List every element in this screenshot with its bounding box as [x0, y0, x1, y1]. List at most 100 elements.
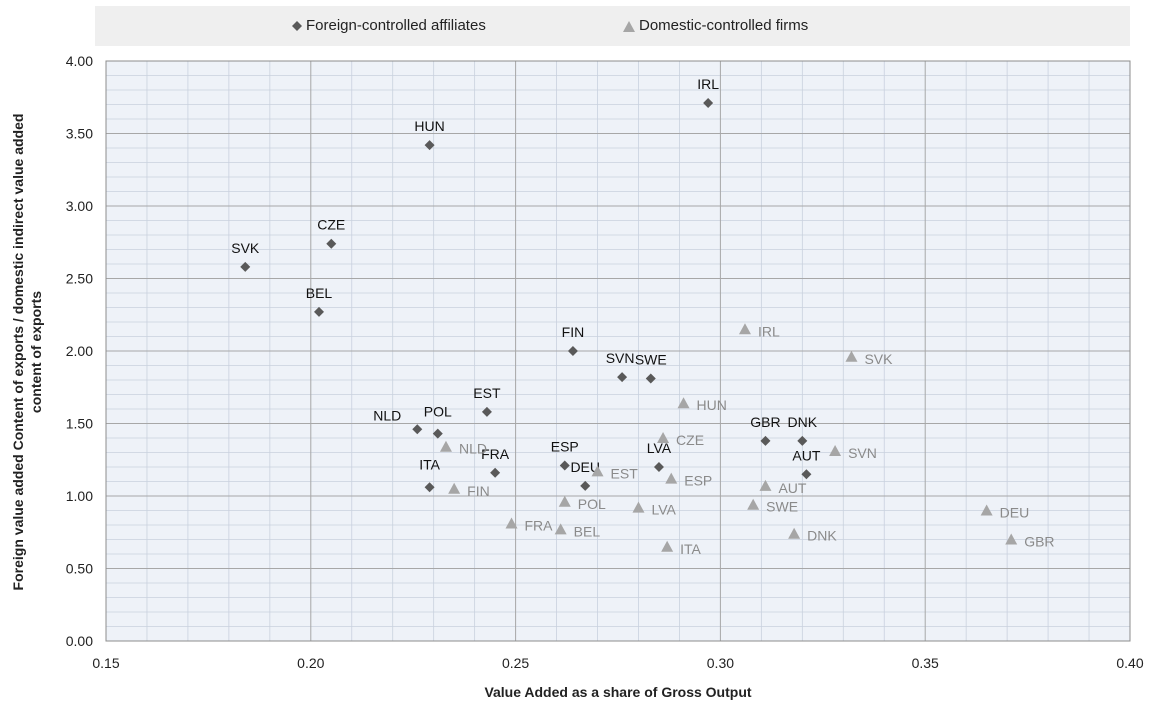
domestic-point-fin [448, 482, 461, 494]
foreign-point-esp [559, 460, 570, 471]
foreign-point-irl [703, 98, 714, 109]
foreign-point-cze [326, 238, 337, 249]
domestic-point-pol [558, 495, 571, 507]
domestic-point-nld [439, 440, 452, 452]
domestic-label-aut: AUT [778, 480, 806, 496]
foreign-label-hun: HUN [414, 118, 444, 134]
domestic-point-svk [845, 350, 858, 362]
y-axis-title-line1: Foreign value added Content of exports /… [10, 114, 26, 591]
foreign-label-svk: SVK [231, 240, 260, 256]
foreign-point-fra [490, 467, 501, 478]
triangle-marker-icon [623, 20, 635, 32]
domestic-point-svn [829, 445, 842, 457]
domestic-point-aut [759, 479, 772, 491]
y-tick-label: 0.50 [66, 561, 93, 577]
y-tick-label: 3.50 [66, 126, 93, 142]
domestic-label-svk: SVK [864, 351, 893, 367]
domestic-label-nld: NLD [459, 441, 487, 457]
foreign-point-hun [424, 140, 435, 151]
x-tick-label: 0.15 [92, 655, 119, 671]
x-tick-label: 0.25 [502, 655, 529, 671]
foreign-point-gbr [760, 435, 771, 446]
y-axis-title-line2: content of exports [28, 291, 44, 413]
y-tick-label: 3.00 [66, 198, 93, 214]
foreign-label-svn: SVN [606, 350, 635, 366]
foreign-label-esp: ESP [551, 439, 579, 455]
foreign-point-deu [580, 480, 591, 491]
domestic-label-fra: FRA [525, 518, 554, 534]
legend-label-domestic: Domestic-controlled firms [639, 17, 809, 34]
foreign-label-fin: FIN [562, 324, 585, 340]
foreign-point-svk [240, 261, 251, 272]
y-tick-label: 2.50 [66, 271, 93, 287]
grid [105, 60, 1131, 642]
domestic-point-fra [505, 517, 518, 529]
x-tick-label: 0.40 [1116, 655, 1143, 671]
y-tick-label: 4.00 [66, 53, 93, 69]
domestic-point-est [591, 465, 604, 477]
domestic-point-irl [738, 323, 751, 335]
legend: Foreign-controlled affiliates Domestic-c… [95, 6, 1130, 46]
foreign-label-irl: IRL [697, 76, 719, 92]
y-tick-label: 1.00 [66, 488, 93, 504]
domestic-point-hun [677, 397, 690, 409]
x-tick-label: 0.20 [297, 655, 324, 671]
domestic-point-gbr [1005, 533, 1018, 545]
foreign-label-lva: LVA [647, 440, 672, 456]
domestic-label-ita: ITA [680, 541, 701, 557]
x-axis-title: Value Added as a share of Gross Output [484, 684, 751, 700]
y-tick-label: 0.00 [66, 633, 93, 649]
foreign-point-est [481, 406, 492, 417]
foreign-point-lva [653, 462, 664, 472]
y-tick-label: 1.50 [66, 416, 93, 432]
foreign-label-swe: SWE [635, 352, 667, 368]
foreign-label-est: EST [473, 385, 501, 401]
domestic-label-cze: CZE [676, 432, 704, 448]
foreign-point-dnk [797, 435, 808, 446]
foreign-point-pol [432, 428, 443, 439]
legend-item-domestic: Domestic-controlled firms [623, 6, 808, 46]
foreign-point-svn [617, 372, 628, 383]
domestic-point-lva [632, 501, 645, 513]
x-tick-label: 0.35 [912, 655, 939, 671]
legend-item-foreign: Foreign-controlled affiliates [292, 6, 486, 46]
foreign-label-dnk: DNK [788, 414, 818, 430]
foreign-label-pol: POL [424, 404, 452, 420]
domestic-point-swe [747, 498, 760, 510]
domestic-label-irl: IRL [758, 323, 780, 339]
y-tick-label: 2.00 [66, 343, 93, 359]
domestic-label-pol: POL [578, 496, 606, 512]
domestic-point-deu [980, 504, 993, 516]
foreign-label-ita: ITA [419, 456, 440, 472]
foreign-label-deu: DEU [570, 459, 600, 475]
domestic-label-esp: ESP [684, 473, 712, 489]
domestic-point-bel [554, 523, 567, 535]
domestic-label-gbr: GBR [1024, 534, 1054, 550]
domestic-point-cze [657, 432, 670, 443]
foreign-label-cze: CZE [317, 217, 345, 233]
foreign-point-fin [567, 346, 578, 356]
domestic-label-hun: HUN [697, 397, 727, 413]
domestic-label-deu: DEU [1000, 505, 1030, 521]
diamond-marker-icon [292, 21, 302, 32]
domestic-label-dnk: DNK [807, 528, 837, 544]
foreign-label-aut: AUT [792, 447, 820, 463]
foreign-point-nld [412, 424, 423, 435]
domestic-point-dnk [788, 527, 801, 539]
x-tick-label: 0.30 [707, 655, 734, 671]
domestic-point-esp [665, 472, 678, 484]
foreign-point-aut [801, 469, 812, 480]
foreign-point-bel [313, 306, 324, 317]
foreign-label-bel: BEL [306, 285, 333, 301]
plot-border [105, 60, 1131, 642]
domestic-point-ita [661, 540, 674, 552]
domestic-label-est: EST [611, 465, 639, 481]
foreign-point-ita [424, 482, 435, 493]
domestic-label-fin: FIN [467, 483, 490, 499]
domestic-label-svn: SVN [848, 445, 877, 461]
foreign-label-fra: FRA [481, 446, 510, 462]
domestic-label-bel: BEL [574, 523, 601, 539]
tick-labels: 0.15 0.20 0.25 0.30 0.35 0.40 0.00 0.50 1.00 1.50… [66, 53, 1144, 671]
